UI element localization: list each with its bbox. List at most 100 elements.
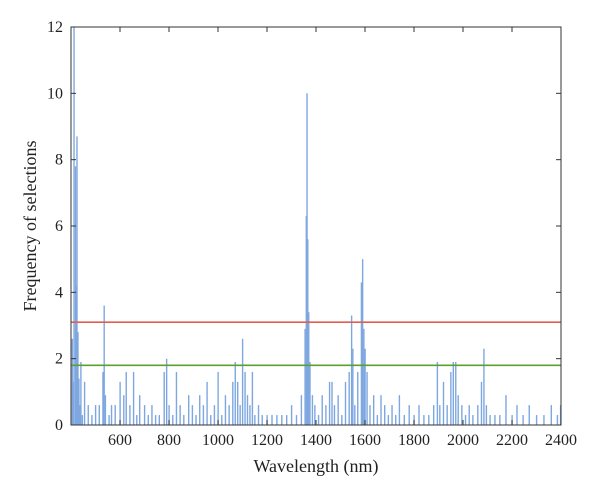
spike-bar-83 xyxy=(325,405,327,425)
y-tick-label-2: 2 xyxy=(55,351,63,368)
spike-bar-14 xyxy=(94,405,97,425)
spike-bar-56 xyxy=(239,405,241,425)
spike-bar-108 xyxy=(398,395,401,425)
spike-bar-35 xyxy=(165,358,168,425)
spike-bar-29 xyxy=(143,405,146,425)
spike-bar-18 xyxy=(104,395,107,425)
spike-bar-129 xyxy=(480,381,483,425)
spike-bar-133 xyxy=(494,415,496,425)
spike-bar-101 xyxy=(372,395,375,425)
spike-bar-27 xyxy=(136,415,138,425)
spike-bar-80 xyxy=(314,405,316,425)
spike-bar-84 xyxy=(328,381,331,425)
spike-bar-22 xyxy=(119,381,121,425)
x-tick-label-800: 800 xyxy=(157,432,181,449)
spike-bar-52 xyxy=(228,405,230,425)
spike-bar-131 xyxy=(485,405,488,425)
spike-bar-77 xyxy=(308,312,310,425)
spike-bar-74 xyxy=(305,216,307,425)
spike-bar-122 xyxy=(455,361,457,425)
spike-bar-112 xyxy=(418,405,420,425)
spike-bar-16 xyxy=(102,371,104,425)
x-tick-label-2200: 2200 xyxy=(496,432,528,449)
spike-bar-88 xyxy=(341,415,343,425)
x-tick-label-1800: 1800 xyxy=(398,432,430,449)
x-tick-label-2000: 2000 xyxy=(447,432,479,449)
spike-bar-6 xyxy=(77,332,79,425)
spike-bar-37 xyxy=(172,415,174,425)
spike-bar-91 xyxy=(350,315,353,425)
spike-bar-105 xyxy=(387,415,390,425)
spike-bar-58 xyxy=(244,371,246,425)
threshold-lines xyxy=(71,321,561,367)
spike-bar-114 xyxy=(428,415,430,425)
spike-bar-44 xyxy=(199,395,201,425)
spike-bar-31 xyxy=(151,405,153,425)
spike-bar-109 xyxy=(403,415,405,425)
spike-bar-123 xyxy=(457,395,459,425)
spike-bar-82 xyxy=(321,395,323,425)
spike-bar-26 xyxy=(132,371,135,425)
spike-bar-98 xyxy=(364,348,366,425)
spike-bar-76 xyxy=(307,239,309,425)
spike-bar-81 xyxy=(317,415,320,425)
spike-bar-57 xyxy=(241,338,244,425)
spike-bar-49 xyxy=(217,371,219,425)
spike-bar-93 xyxy=(354,405,356,425)
spike-bar-143 xyxy=(556,415,559,425)
spike-bar-63 xyxy=(257,405,260,425)
spike-bar-50 xyxy=(221,415,223,425)
spike-bar-48 xyxy=(213,405,216,425)
spike-bar-99 xyxy=(366,371,368,425)
spike-bar-20 xyxy=(110,405,113,425)
spike-bar-38 xyxy=(175,371,178,425)
spike-bar-72 xyxy=(300,395,303,425)
x-tick-label-1200: 1200 xyxy=(251,432,283,449)
spike-bar-104 xyxy=(384,405,386,425)
spike-bar-106 xyxy=(391,405,393,425)
spike-bar-55 xyxy=(237,381,239,425)
spike-bar-39 xyxy=(179,405,181,425)
spike-bar-115 xyxy=(433,405,435,425)
spike-bar-54 xyxy=(234,361,236,425)
y-tick-label-6: 6 xyxy=(55,218,63,235)
spike-bar-47 xyxy=(210,415,212,425)
spike-bar-132 xyxy=(489,415,491,425)
spike-bar-113 xyxy=(423,415,425,425)
spike-bar-30 xyxy=(147,415,149,425)
spike-bar-60 xyxy=(249,405,251,425)
spike-bar-116 xyxy=(436,361,439,425)
spike-bar-45 xyxy=(202,405,205,425)
spike-bar-15 xyxy=(98,405,100,425)
spike-bar-19 xyxy=(108,415,110,425)
spike-bar-8 xyxy=(79,405,81,425)
spike-bar-89 xyxy=(344,381,347,425)
spike-bar-13 xyxy=(91,415,93,425)
spike-bar-139 xyxy=(528,405,530,425)
spike-bar-1 xyxy=(72,381,74,425)
spike-bar-70 xyxy=(290,405,293,425)
y-tick-label-0: 0 xyxy=(55,417,63,434)
spike-bar-135 xyxy=(505,395,507,425)
spike-bar-78 xyxy=(309,361,311,425)
spike-bar-21 xyxy=(114,405,116,425)
spike-bar-10 xyxy=(81,415,84,425)
spike-bar-130 xyxy=(483,348,485,425)
spike-bar-46 xyxy=(206,381,208,425)
y-tick-label-4: 4 xyxy=(55,284,63,301)
spike-bar-25 xyxy=(129,405,131,425)
spike-bar-42 xyxy=(191,405,194,425)
spike-bar-7 xyxy=(78,378,80,425)
spike-bar-86 xyxy=(333,405,336,425)
x-axis: 600 800 1000 1200 1400 1600 1800 2000 2200 2400 xyxy=(108,27,577,449)
spike-bar-100 xyxy=(369,405,371,425)
spike-bar-137 xyxy=(516,405,518,425)
spike-bar-79 xyxy=(311,395,314,425)
spike-bar-64 xyxy=(261,415,263,425)
spike-bar-59 xyxy=(246,395,249,425)
spike-bar-71 xyxy=(295,415,298,425)
spike-bar-121 xyxy=(452,361,454,425)
spike-bar-124 xyxy=(461,405,463,425)
y-axis: 0 2 4 6 8 10 12 xyxy=(47,19,561,434)
